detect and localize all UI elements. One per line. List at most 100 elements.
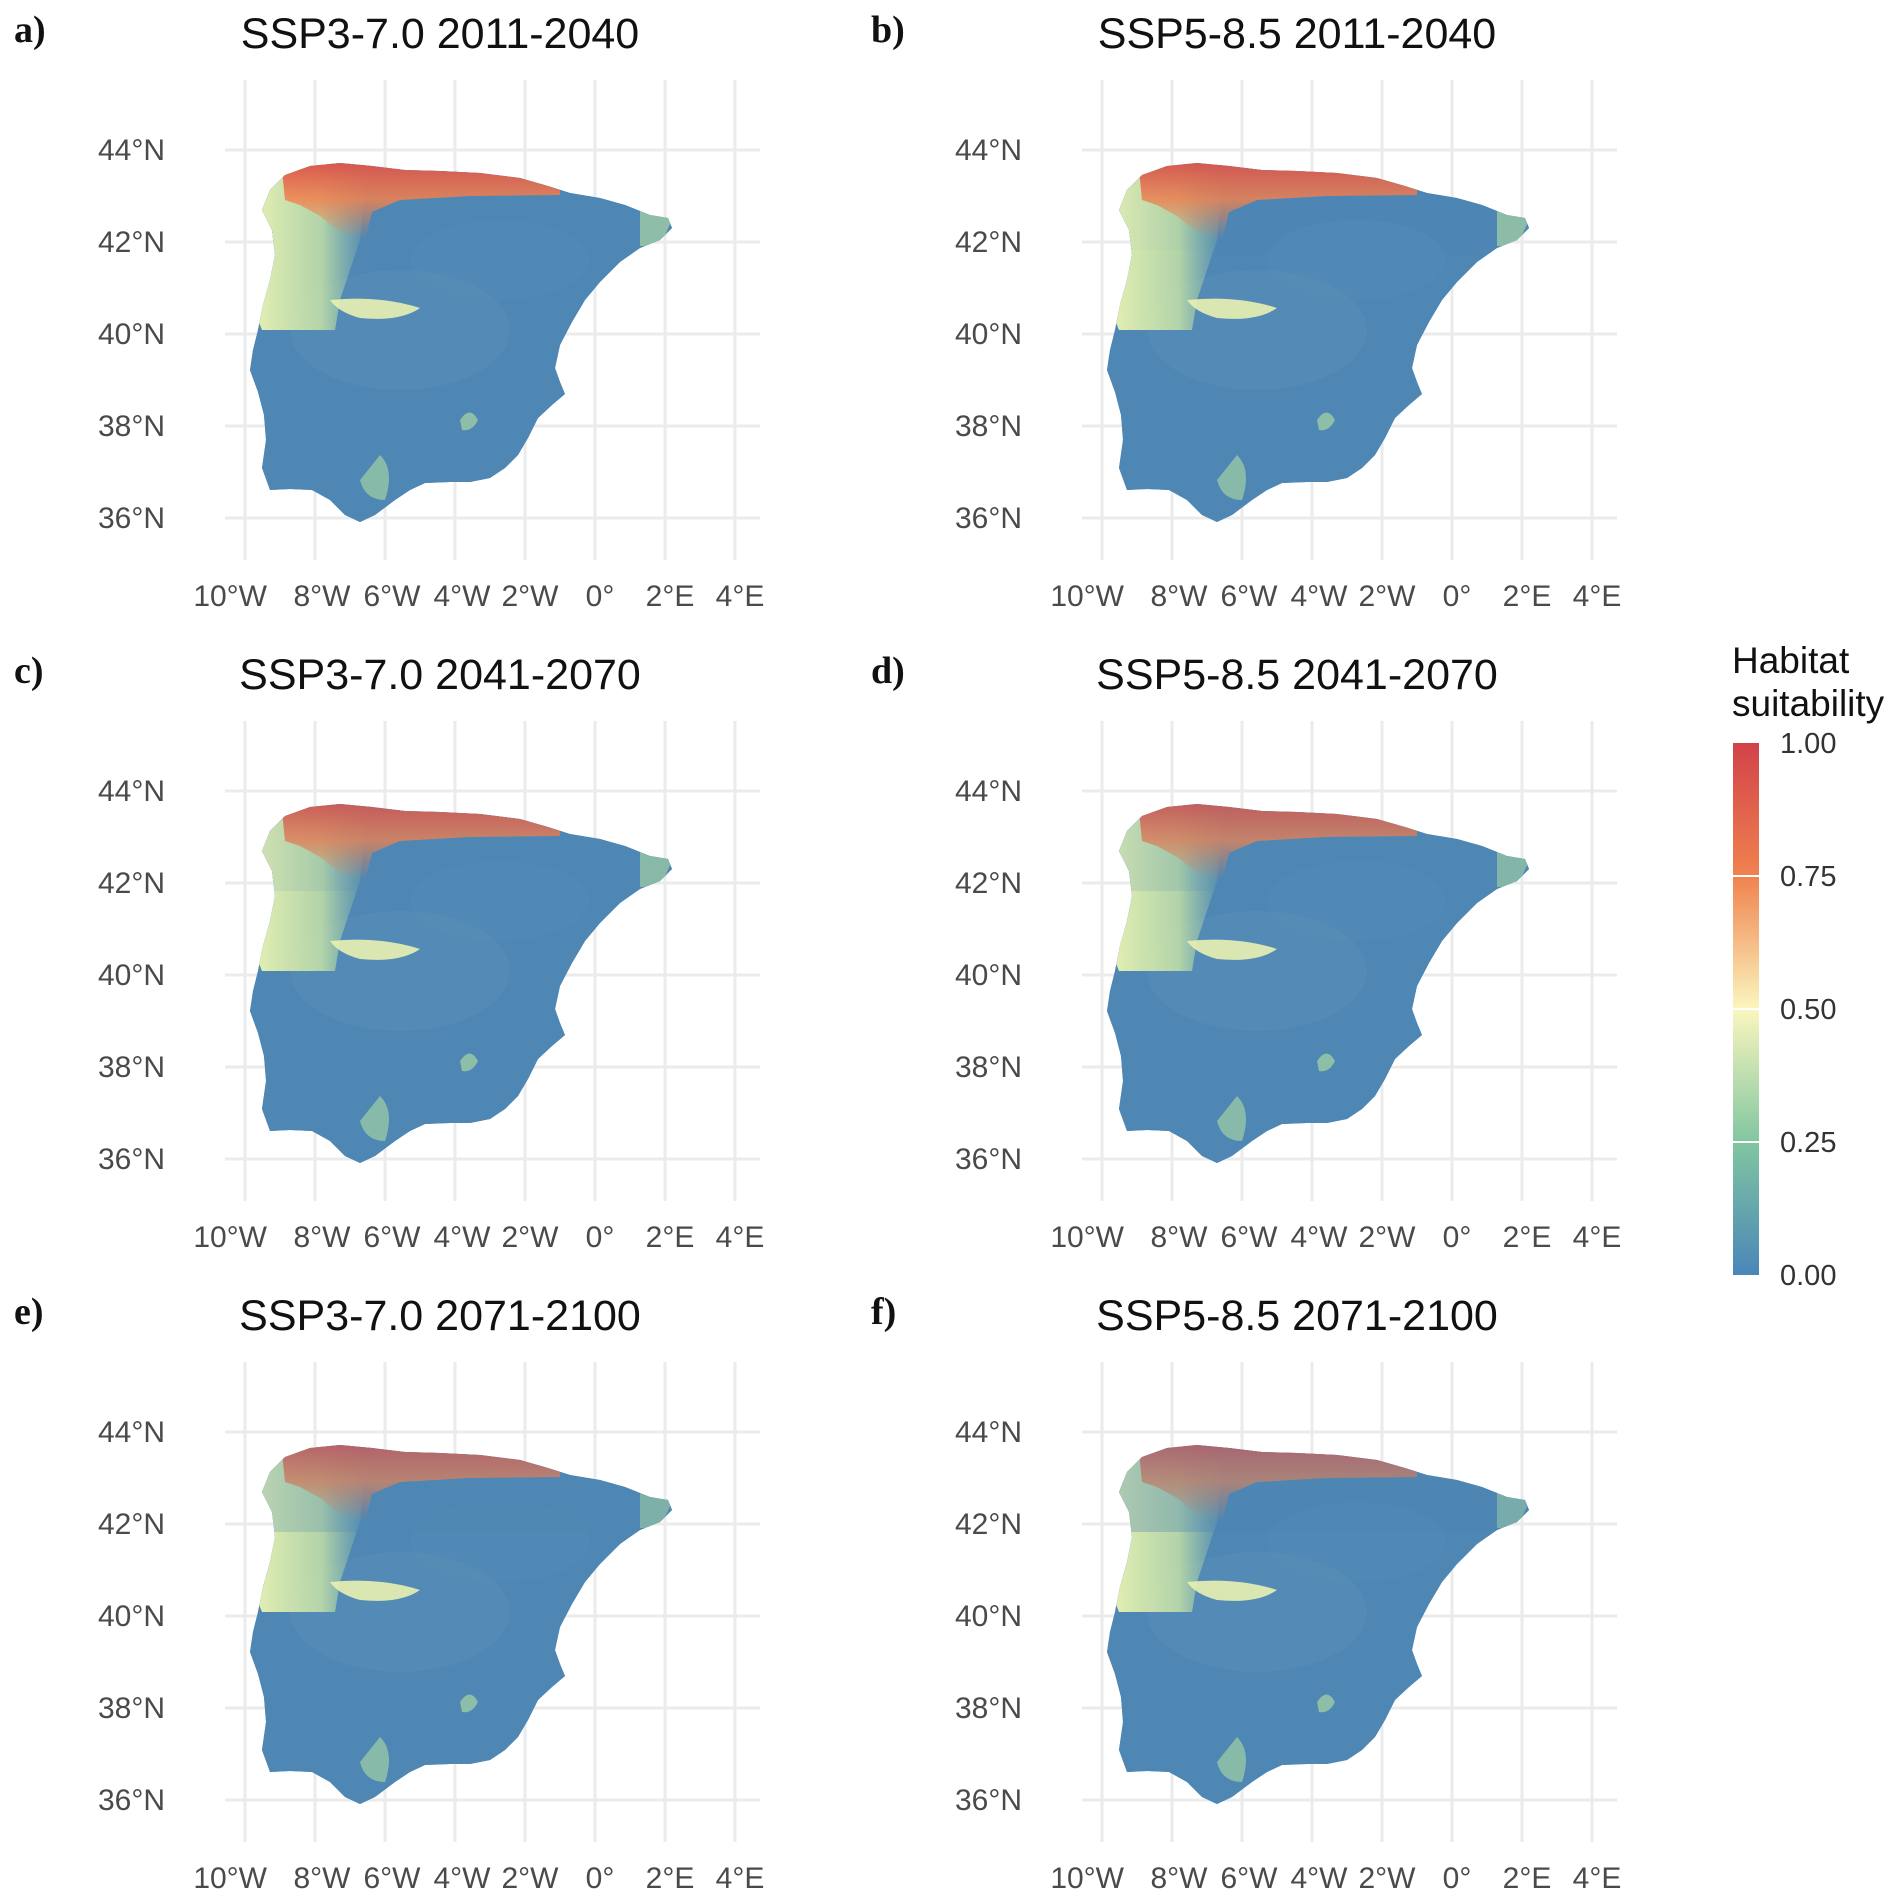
lon-tick-label: 4°E <box>716 1221 765 1254</box>
lon-tick-label: 4°W <box>434 580 492 613</box>
lon-tick-label: 6°W <box>364 1862 422 1891</box>
legend-tick-label: 1.00 <box>1780 728 1836 760</box>
lat-tick-label: 42°N <box>98 226 165 259</box>
lat-tick-label: 40°N <box>98 1600 165 1633</box>
lat-tick-label: 40°N <box>98 959 165 992</box>
lon-tick-label: 6°W <box>1221 1221 1279 1254</box>
legend: Habitat suitability 1.00 0.75 0.50 0.25 … <box>1732 640 1885 1292</box>
lon-tick-label: 2°W <box>502 580 560 613</box>
panel-title: SSP3-7.0 2041-2070 <box>239 651 641 699</box>
lat-tick-label: 36°N <box>955 1784 1022 1817</box>
suitability-map <box>1097 150 1537 530</box>
panel-title: SSP5-8.5 2041-2070 <box>1096 651 1498 699</box>
lon-tick-label: 8°W <box>1151 1221 1209 1254</box>
panel-title: SSP3-7.0 2071-2100 <box>239 1292 641 1340</box>
lon-tick-label: 8°W <box>294 1862 352 1891</box>
map-panel: a) SSP3-7.0 2011-2040 44°N 42°N 40°N 38°N 36°N… <box>14 9 764 613</box>
lon-tick-label: 4°E <box>1573 1221 1622 1254</box>
lon-tick-label: 4°W <box>1291 580 1349 613</box>
lon-tick-label: 2°W <box>1359 580 1417 613</box>
lon-tick-label: 4°W <box>1291 1862 1349 1891</box>
panel-label: e) <box>14 1291 44 1333</box>
panels-layer: a) SSP3-7.0 2011-2040 44°N 42°N 40°N 38°N 36°N… <box>14 9 1621 1891</box>
lon-tick-label: 2°W <box>1359 1862 1417 1891</box>
suitability-map <box>240 791 680 1171</box>
map-panel: e) SSP3-7.0 2071-2100 44°N 42°N 40°N 38°N 36°N… <box>14 1291 764 1891</box>
lat-tick-label: 38°N <box>98 410 165 443</box>
panel-title: SSP5-8.5 2071-2100 <box>1096 1292 1498 1340</box>
lat-tick-label: 36°N <box>955 502 1022 535</box>
lon-tick-label: 2°E <box>1503 580 1552 613</box>
lon-tick-label: 6°W <box>364 580 422 613</box>
suitability-map <box>240 1432 680 1812</box>
lon-tick-label: 8°W <box>294 580 352 613</box>
lat-tick-label: 42°N <box>955 867 1022 900</box>
lon-tick-label: 8°W <box>294 1221 352 1254</box>
lon-tick-label: 10°W <box>1050 1221 1124 1254</box>
map-panel: f) SSP5-8.5 2071-2100 44°N 42°N 40°N 38°N 36°N… <box>871 1291 1621 1891</box>
panel-title: SSP5-8.5 2011-2040 <box>1098 10 1496 58</box>
lon-tick-label: 8°W <box>1151 1862 1209 1891</box>
panel-label: d) <box>871 650 905 692</box>
lon-tick-label: 0° <box>586 1221 615 1254</box>
legend-tick-label: 0.75 <box>1780 861 1836 893</box>
lon-tick-label: 4°E <box>716 580 765 613</box>
suitability-fade-overlay <box>250 1445 672 1532</box>
lon-tick-label: 10°W <box>193 1862 267 1891</box>
panel-label: c) <box>14 650 44 692</box>
lat-tick-label: 44°N <box>955 1416 1022 1449</box>
lon-tick-label: 0° <box>1443 1862 1472 1891</box>
lon-tick-label: 8°W <box>1151 580 1209 613</box>
lon-tick-label: 10°W <box>193 580 267 613</box>
suitability-map <box>1097 1432 1537 1812</box>
lon-tick-label: 10°W <box>193 1221 267 1254</box>
lon-tick-label: 0° <box>1443 1221 1472 1254</box>
lat-tick-label: 44°N <box>955 775 1022 808</box>
lon-tick-label: 6°W <box>1221 580 1279 613</box>
lat-tick-label: 44°N <box>98 134 165 167</box>
panel-title: SSP3-7.0 2011-2040 <box>241 10 639 58</box>
legend-tick-label: 0.00 <box>1780 1260 1836 1292</box>
lon-tick-label: 2°E <box>1503 1862 1552 1891</box>
map-panel: d) SSP5-8.5 2041-2070 44°N 42°N 40°N 38°N 36°N… <box>871 650 1621 1254</box>
lon-tick-label: 10°W <box>1050 1862 1124 1891</box>
lon-tick-label: 2°E <box>1503 1221 1552 1254</box>
lat-tick-label: 42°N <box>98 867 165 900</box>
suitability-fade-overlay <box>1097 150 1537 250</box>
lat-tick-label: 40°N <box>955 959 1022 992</box>
lat-tick-label: 40°N <box>955 318 1022 351</box>
lon-tick-label: 6°W <box>364 1221 422 1254</box>
lon-tick-label: 6°W <box>1221 1862 1279 1891</box>
lon-tick-label: 2°W <box>502 1221 560 1254</box>
lon-tick-label: 0° <box>586 580 615 613</box>
lon-tick-label: 10°W <box>1050 580 1124 613</box>
suitability-fade-overlay <box>1107 804 1529 891</box>
lat-tick-label: 36°N <box>98 502 165 535</box>
lat-tick-label: 44°N <box>955 134 1022 167</box>
lat-tick-label: 42°N <box>955 1508 1022 1541</box>
lon-tick-label: 0° <box>1443 580 1472 613</box>
lat-tick-label: 38°N <box>955 410 1022 443</box>
panel-label: a) <box>14 9 46 51</box>
suitability-map <box>1097 791 1537 1171</box>
lat-tick-label: 44°N <box>98 775 165 808</box>
suitability-fade-overlay <box>1107 1445 1529 1532</box>
legend-tick-label: 0.50 <box>1780 994 1836 1026</box>
lat-tick-label: 36°N <box>98 1784 165 1817</box>
lat-tick-label: 42°N <box>98 1508 165 1541</box>
lon-tick-label: 4°E <box>1573 580 1622 613</box>
lat-tick-label: 38°N <box>955 1692 1022 1725</box>
legend-title-line1: Habitat <box>1732 640 1850 681</box>
lat-tick-label: 40°N <box>98 318 165 351</box>
lat-tick-label: 42°N <box>955 226 1022 259</box>
lat-tick-label: 38°N <box>98 1051 165 1084</box>
legend-title-line2: suitability <box>1732 683 1885 724</box>
suitability-map <box>240 150 680 530</box>
lon-tick-label: 2°W <box>502 1862 560 1891</box>
lon-tick-label: 4°E <box>716 1862 765 1891</box>
panel-label: b) <box>871 9 905 51</box>
lon-tick-label: 0° <box>586 1862 615 1891</box>
lat-tick-label: 44°N <box>98 1416 165 1449</box>
lon-tick-label: 2°E <box>646 1221 695 1254</box>
